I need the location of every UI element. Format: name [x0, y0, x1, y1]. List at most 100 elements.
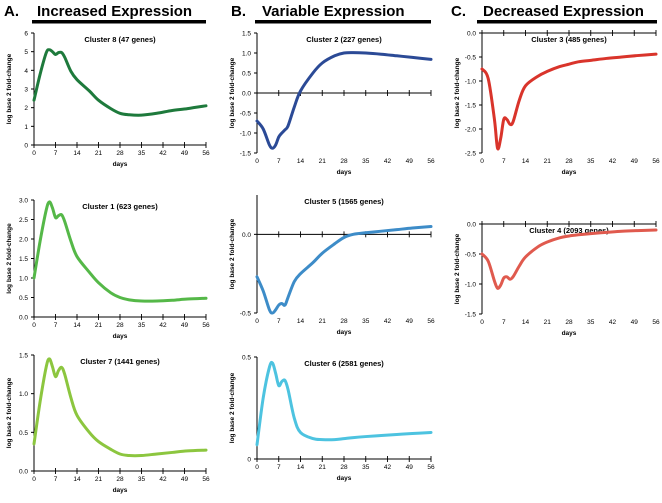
y-tick-label: 1.0	[242, 51, 251, 58]
x-tick-label: 21	[95, 476, 103, 483]
x-tick-label: 56	[202, 476, 210, 483]
series-line	[32, 48, 208, 117]
x-tick-label: 0	[255, 158, 259, 165]
x-tick-label: 14	[297, 464, 305, 471]
x-tick-label: 0	[480, 319, 484, 326]
y-tick-label: -0.5	[240, 311, 252, 318]
chart-cluster-7: 0.0 0.5 1.0 1.5 0 7 14 21 28 35 42 49 56 days log base…	[6, 353, 210, 495]
x-tick-label: 7	[277, 158, 281, 165]
column-title-c: Decreased Expression	[483, 3, 644, 20]
x-tick-label: 21	[544, 319, 552, 326]
x-tick-label: 28	[340, 158, 348, 165]
y-tick-label: 2.5	[19, 217, 28, 224]
x-tick-label: 0	[32, 322, 36, 329]
x-tick-label: 7	[54, 322, 58, 329]
chart-cluster-2: -1.5 -1.0 -0.5 0.0 0.5 1.0 1.5 0 7 14 21 28 35 42 49 56…	[229, 31, 435, 177]
x-tick-label: 0	[32, 476, 36, 483]
y-tick-label: -0.5	[465, 55, 477, 62]
y-tick-label: 0.0	[19, 469, 28, 476]
y-tick-label: 0.0	[467, 31, 476, 38]
y-tick-label: 1.0	[19, 276, 28, 283]
x-tick-label: 14	[73, 322, 81, 329]
y-tick-label: -0.5	[465, 252, 477, 259]
x-tick-label: 21	[319, 318, 327, 325]
series-line	[255, 51, 433, 150]
x-tick-label: 49	[631, 158, 639, 165]
x-tick-label: 21	[319, 158, 327, 165]
column-title-b: Variable Expression	[262, 3, 405, 20]
x-tick-label: 42	[384, 158, 392, 165]
y-tick-label: 0	[247, 457, 251, 464]
y-tick-label: -1.0	[465, 79, 477, 86]
x-tick-label: 14	[297, 318, 305, 325]
x-tick-label: 49	[181, 150, 189, 157]
x-tick-label: 42	[159, 322, 167, 329]
x-axis-label: days	[337, 329, 352, 336]
x-tick-label: 28	[340, 464, 348, 471]
y-axis-label: log base 2 fold-change	[454, 233, 461, 304]
x-tick-label: 42	[159, 150, 167, 157]
y-axis-label: log base 2 fold-change	[229, 218, 236, 289]
y-tick-label: -2.0	[465, 127, 477, 134]
x-tick-label: 14	[73, 476, 81, 483]
x-tick-label: 21	[95, 322, 103, 329]
column-bar-c	[477, 20, 657, 24]
x-tick-label: 35	[362, 318, 370, 325]
x-tick-label: 7	[277, 464, 281, 471]
chart-cluster-4: -1.5 -1.0 -0.5 0.0 0 7 14 21 28 35 42 49 56 days log b…	[454, 221, 660, 337]
series-line	[480, 52, 658, 151]
chart-title: Cluster 6 (2581 genes)	[304, 359, 384, 368]
x-tick-label: 0	[255, 464, 259, 471]
y-tick-label: 1.0	[19, 391, 28, 398]
chart-cluster-1: 0.0 0.5 1.0 1.5 2.0 2.5 3.0 0 7 14 21 28 35 42 49 56 day…	[6, 198, 210, 341]
series-line	[255, 224, 433, 315]
x-tick-label: 28	[116, 150, 124, 157]
x-tick-label: 14	[522, 158, 530, 165]
x-tick-label: 42	[609, 319, 617, 326]
column-bar-a	[32, 20, 206, 24]
x-axis-label: days	[113, 487, 128, 494]
x-tick-label: 7	[277, 318, 281, 325]
chart-cluster-5: -0.5 0.0 0 7 14 21 28 35 42 49 56 days log base 2 fo…	[229, 195, 435, 336]
y-axis-label: log base 2 fold-change	[6, 223, 13, 294]
x-tick-label: 28	[565, 319, 573, 326]
x-tick-label: 14	[522, 319, 530, 326]
y-tick-label: 1.5	[19, 353, 28, 360]
x-axis-label: days	[337, 169, 352, 176]
x-tick-label: 7	[54, 150, 58, 157]
x-tick-label: 42	[384, 464, 392, 471]
y-tick-label: 0.5	[242, 355, 251, 362]
y-tick-label: 1	[24, 124, 28, 131]
series-line	[32, 357, 208, 458]
x-tick-label: 21	[544, 158, 552, 165]
x-axis-label: days	[113, 333, 128, 340]
x-tick-label: 21	[319, 464, 327, 471]
x-tick-label: 7	[502, 319, 506, 326]
y-tick-label: -0.5	[240, 111, 252, 118]
y-axis-label: log base 2 fold-change	[229, 372, 236, 443]
x-tick-label: 35	[138, 476, 146, 483]
x-tick-label: 7	[502, 158, 506, 165]
x-tick-label: 35	[138, 150, 146, 157]
x-tick-label: 49	[406, 318, 414, 325]
y-tick-label: -1.5	[465, 312, 477, 319]
chart-cluster-6: 0 0.5 0 7 14 21 28 35 42 49 56 days log base 2 fold-…	[229, 355, 435, 483]
chart-title: Cluster 1 (623 genes)	[82, 202, 158, 211]
x-tick-label: 28	[340, 318, 348, 325]
column-letter-b: B.	[231, 3, 246, 20]
x-tick-label: 56	[427, 464, 435, 471]
y-tick-label: 0.0	[19, 315, 28, 322]
column-letter-c: C.	[451, 3, 466, 20]
x-tick-label: 35	[587, 319, 595, 326]
y-tick-label: 1.5	[242, 31, 251, 38]
chart-title: Cluster 7 (1441 genes)	[80, 357, 160, 366]
series-line	[32, 200, 208, 303]
x-tick-label: 14	[297, 158, 305, 165]
x-tick-label: 56	[427, 318, 435, 325]
column-bar-b	[255, 20, 431, 24]
column-header-c: C. Decreased Expression	[451, 3, 657, 24]
y-tick-label: 4	[24, 68, 28, 75]
x-tick-label: 56	[652, 319, 660, 326]
